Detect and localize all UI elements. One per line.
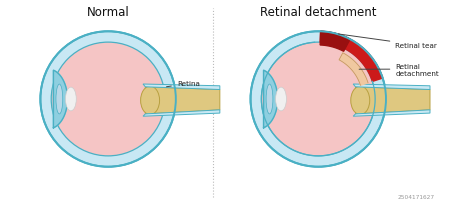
Polygon shape: [145, 87, 220, 114]
Ellipse shape: [266, 85, 273, 114]
Circle shape: [40, 32, 176, 167]
Ellipse shape: [351, 87, 370, 115]
Polygon shape: [143, 85, 220, 90]
Text: Retina: Retina: [166, 81, 200, 87]
Polygon shape: [264, 71, 278, 128]
Circle shape: [251, 32, 386, 167]
Text: Normal: Normal: [87, 6, 130, 19]
Text: Retinal tear: Retinal tear: [338, 35, 437, 49]
Polygon shape: [353, 85, 430, 90]
Polygon shape: [356, 87, 430, 114]
Text: Retinal
detachment: Retinal detachment: [359, 63, 439, 76]
Polygon shape: [339, 54, 368, 86]
Text: Retinal detachment: Retinal detachment: [260, 6, 377, 19]
Circle shape: [51, 43, 165, 156]
Polygon shape: [353, 110, 430, 117]
Ellipse shape: [56, 85, 63, 114]
Circle shape: [261, 43, 375, 156]
Ellipse shape: [140, 87, 160, 115]
Polygon shape: [320, 32, 382, 82]
Text: 2504171627: 2504171627: [398, 194, 435, 199]
Polygon shape: [143, 110, 220, 117]
Polygon shape: [320, 32, 350, 52]
Polygon shape: [54, 71, 68, 128]
Ellipse shape: [65, 88, 77, 111]
Ellipse shape: [275, 88, 287, 111]
